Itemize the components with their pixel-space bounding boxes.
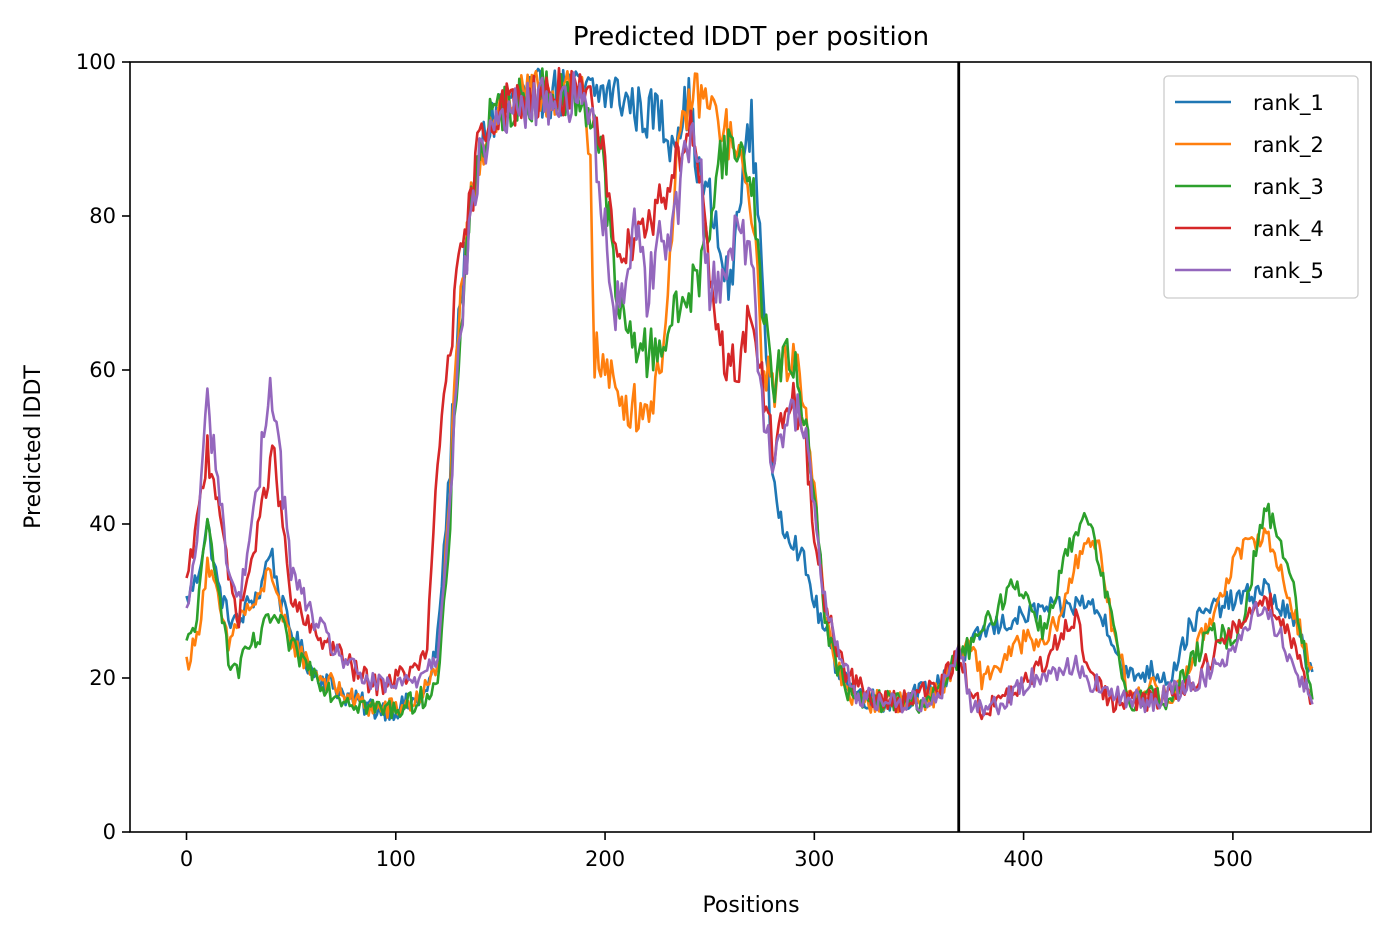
series-line-rank-3 [185,67,1314,720]
y-tick-label: 20 [89,666,116,690]
legend-label-rank-3: rank_3 [1253,175,1324,200]
y-axis-label: Predicted lDDT [21,365,46,529]
plot-frame [129,61,1372,833]
y-tick-label: 40 [89,512,116,536]
x-tick-label: 0 [180,847,193,871]
x-tick-label: 100 [376,847,416,871]
legend-label-rank-2: rank_2 [1253,133,1324,158]
legend-label-rank-5: rank_5 [1253,259,1324,284]
y-tick-label: 60 [89,358,116,382]
x-axis-ticks: 0 100 200 300 400 500 [180,832,1253,871]
series-line-rank-5 [185,71,1314,717]
series-layer [185,66,1314,722]
x-tick-label: 500 [1213,847,1253,871]
legend: rank_1 rank_2 rank_3 rank_4 rank_5 [1163,75,1359,299]
legend-items: rank_1 rank_2 rank_3 rank_4 rank_5 [1175,91,1324,284]
y-tick-label: 100 [76,50,116,74]
legend-box [1163,75,1359,299]
chart-title: Predicted lDDT per position [573,22,929,52]
x-axis-label: Positions [702,893,799,918]
legend-label-rank-4: rank_4 [1253,217,1324,242]
y-axis-ticks: 0 20 40 60 80 100 [76,50,130,844]
legend-label-rank-1: rank_1 [1253,91,1324,116]
y-tick-label: 0 [103,820,116,844]
x-tick-label: 300 [794,847,834,871]
x-tick-label: 200 [585,847,625,871]
y-tick-label: 80 [89,204,116,228]
x-tick-label: 400 [1004,847,1044,871]
